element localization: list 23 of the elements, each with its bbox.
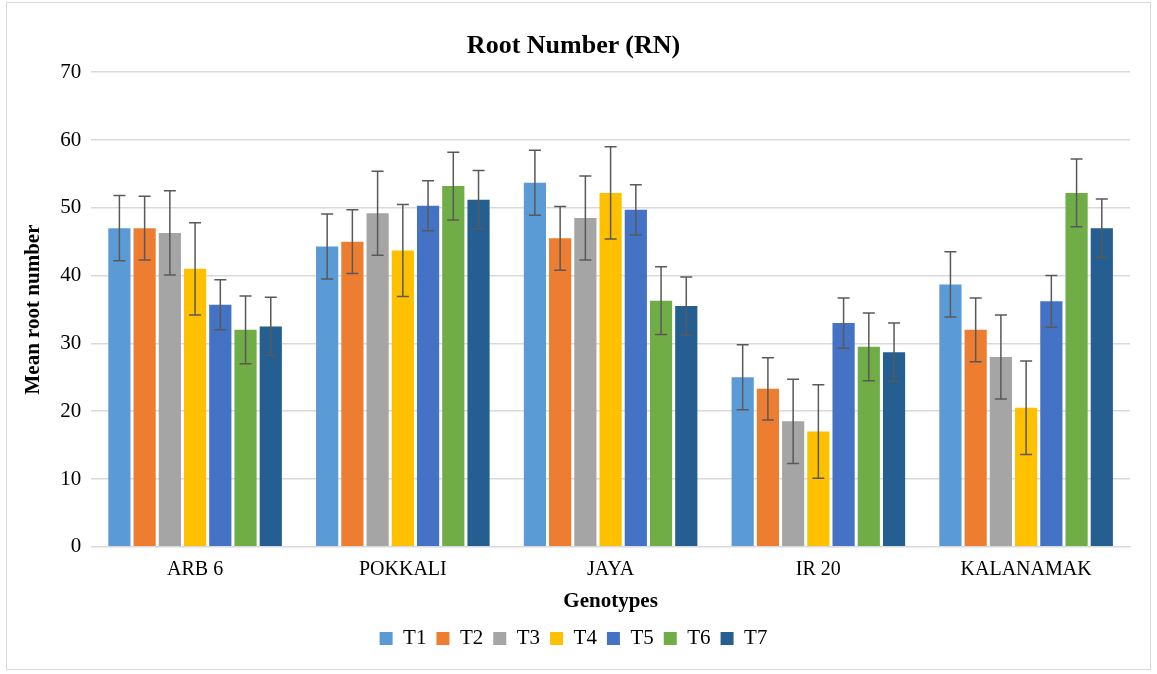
x-tick-label: JAYA bbox=[587, 557, 635, 580]
legend-label: T3 bbox=[516, 625, 541, 650]
legend-label: T1 bbox=[403, 625, 427, 650]
x-tick-label: ARB 6 bbox=[167, 557, 224, 580]
y-tick-label: 70 bbox=[60, 58, 82, 83]
legend-label: T6 bbox=[687, 625, 711, 650]
y-tick-label: 30 bbox=[60, 329, 82, 354]
x-axis-title: Genotypes bbox=[563, 587, 658, 612]
legend-label: T7 bbox=[744, 625, 768, 650]
legend-label: T4 bbox=[573, 625, 598, 650]
y-tick-label: 50 bbox=[60, 194, 82, 219]
x-tick-label: POKKALI bbox=[358, 557, 447, 580]
legend-label: T2 bbox=[459, 625, 484, 650]
x-tick-label: IR 20 bbox=[795, 557, 841, 580]
y-tick-label: 10 bbox=[60, 465, 82, 490]
y-tick-label: 0 bbox=[70, 533, 82, 558]
y-tick-label: 40 bbox=[60, 262, 82, 287]
y-tick-label: 20 bbox=[60, 397, 82, 422]
y-tick-label: 60 bbox=[60, 126, 82, 151]
legend-label: T5 bbox=[630, 625, 654, 650]
y-axis-title: Mean root number bbox=[20, 224, 45, 395]
x-tick-label: KALANAMAK bbox=[960, 557, 1093, 580]
chart-title: Root Number (RN) bbox=[466, 30, 681, 60]
